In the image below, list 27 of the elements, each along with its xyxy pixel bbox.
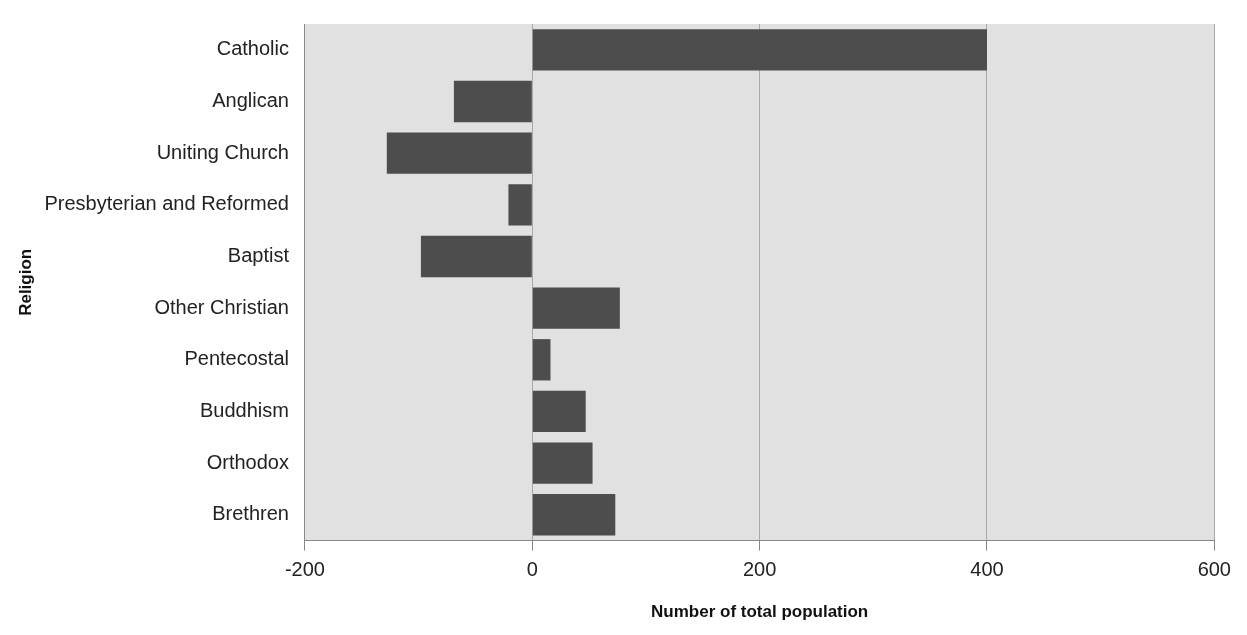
y-tick-label: Presbyterian and Reformed (44, 192, 289, 215)
bar (532, 390, 586, 433)
x-tick-label: 600 (1197, 558, 1231, 581)
y-tick-label: Catholic (216, 37, 289, 60)
y-tick-label: Uniting Church (156, 140, 289, 163)
y-tick-label: Other Christian (154, 295, 289, 318)
y-tick-label: Anglican (212, 89, 289, 112)
y-tick-label: Baptist (227, 243, 290, 266)
x-tick-label: 0 (526, 558, 538, 581)
bar (532, 287, 620, 329)
y-tick-label: Orthodox (206, 450, 289, 473)
x-tick-label: -200 (284, 558, 325, 581)
x-tick-label: 200 (742, 558, 777, 581)
bar (420, 235, 532, 278)
bar (386, 132, 532, 174)
bar (532, 29, 987, 71)
bar (453, 80, 532, 123)
y-axis-title: Religion (15, 248, 35, 316)
bar (532, 339, 551, 381)
y-tick-label: Brethren (212, 502, 289, 525)
x-axis-title: Number of total population (651, 602, 869, 622)
bar (532, 442, 593, 484)
y-tick-label: Buddhism (200, 398, 289, 421)
bar (508, 184, 532, 226)
x-tick-label: 400 (970, 558, 1004, 581)
y-tick-label: Pentecostal (184, 347, 289, 370)
bar (532, 494, 616, 536)
